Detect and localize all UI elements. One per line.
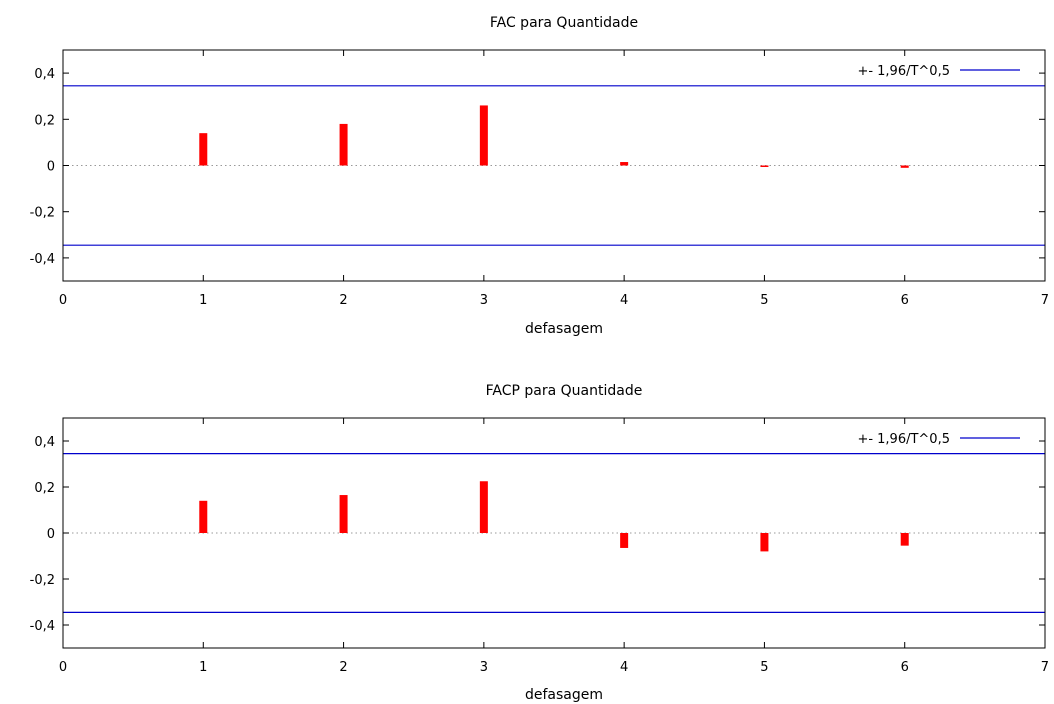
y-tick-label: -0,2 [30, 573, 55, 588]
x-tick-label: 1 [199, 660, 207, 675]
bar-lag-2 [339, 123, 348, 166]
bar-lag-5 [760, 533, 769, 552]
y-tick-label: 0 [47, 527, 55, 542]
y-tick-label: -0,4 [30, 252, 55, 267]
chart-title: FACP para Quantidade [486, 383, 643, 399]
y-tick-label: 0,4 [34, 67, 55, 82]
chart-panel-2: FACP para Quantidade 0,4 0,2 0 -0,2 -0,4 0 1 2 3 4… [30, 383, 1049, 703]
y-tick-label: 0,2 [34, 481, 55, 496]
x-tick-label: 6 [901, 293, 909, 308]
x-tick-label: 7 [1041, 660, 1049, 675]
x-tick-label: 7 [1041, 293, 1049, 308]
bar-lag-2 [339, 495, 348, 533]
legend-label: +- 1,96/T^0,5 [857, 432, 950, 447]
x-tick-label: 5 [760, 660, 768, 675]
bar-lag-4 [620, 162, 629, 166]
x-tick-label: 1 [199, 293, 207, 308]
y-tick-label: -0,2 [30, 206, 55, 221]
bar-lag-3 [479, 105, 488, 166]
x-tick-label: 3 [480, 293, 488, 308]
x-tick-label: 0 [59, 660, 67, 675]
y-tick-label: 0,4 [34, 435, 55, 450]
y-tick-label: 0 [47, 160, 55, 175]
chart-panel-1: FAC para Quantidade 0,4 0,2 0 -0,2 -0,4 0 1 2 3 4 5… [30, 15, 1049, 337]
x-tick-label: 2 [339, 293, 347, 308]
x-tick-label: 0 [59, 293, 67, 308]
x-axis-label: defasagem [525, 321, 603, 337]
x-tick-label: 2 [339, 660, 347, 675]
bar-lag-6 [900, 533, 909, 546]
y-tick-label: 0,2 [34, 113, 55, 128]
x-tick-label: 4 [620, 293, 628, 308]
x-tick-label: 5 [760, 293, 768, 308]
bar-lag-6 [900, 165, 909, 168]
bar-lag-1 [199, 500, 208, 533]
bar-lag-1 [199, 133, 208, 166]
bar-lag-5 [760, 165, 769, 167]
y-tick-label: -0,4 [30, 619, 55, 634]
chart-title: FAC para Quantidade [490, 15, 638, 31]
x-tick-label: 3 [480, 660, 488, 675]
bar-lag-3 [479, 481, 488, 533]
bar-lag-4 [620, 533, 629, 548]
x-tick-label: 6 [901, 660, 909, 675]
x-tick-label: 4 [620, 660, 628, 675]
x-axis-label: defasagem [525, 687, 603, 703]
legend-label: +- 1,96/T^0,5 [857, 64, 950, 79]
